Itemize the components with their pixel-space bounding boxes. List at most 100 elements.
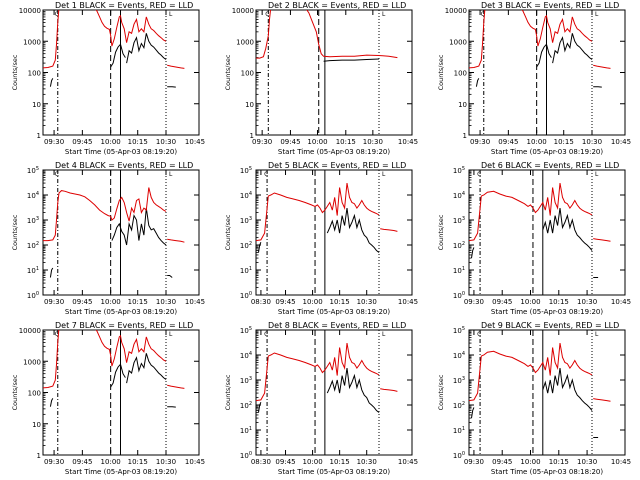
chart-det-1: Det 1 BLACK = Events, RED = LLD 1 10 100 100… (11, 1, 205, 156)
y-tick-label: 100 (240, 291, 252, 300)
x-tick-label: 10:00 (307, 138, 327, 146)
x-tick-label: 10:30 (582, 138, 602, 146)
x-tick-label: 10:30 (363, 138, 383, 146)
y-tick-exponent: 4 (249, 351, 252, 357)
y-tick-label: 10000 (19, 327, 41, 335)
chart-title: Det 5 BLACK = Events, RED = LLD (268, 161, 406, 170)
events-line (126, 33, 167, 64)
lld-line (593, 238, 611, 242)
events-line (552, 33, 593, 64)
y-tick-label: 100 (28, 390, 41, 398)
lld-line (593, 64, 611, 69)
x-tick-label-extra: 10:45 (398, 458, 418, 466)
y-tick-exponent: 0 (249, 291, 252, 297)
y-tick-label: 102 (453, 241, 465, 250)
y-tick-exponent: 4 (462, 191, 465, 197)
y-tick-label: 103 (27, 216, 39, 225)
chart-title: Det 8 BLACK = Events, RED = LLD (268, 321, 406, 330)
y-tick-label: 100 (240, 451, 252, 460)
y-tick-label: 10 (32, 421, 41, 429)
y-tick-label: 101 (240, 426, 252, 435)
x-tick-label: 10:00 (302, 298, 322, 306)
x-tick-label: 10:15 (554, 138, 574, 146)
events-line (258, 242, 262, 253)
y-tick-label: 102 (453, 401, 465, 410)
y-tick-label: 103 (240, 216, 252, 225)
marker-glyph: C (264, 171, 268, 178)
chart-det-7: Det 7 BLACK = Events, RED = LLD 1 10 100 100… (11, 321, 205, 476)
events-line (542, 208, 593, 251)
x-axis-label: Start Time (05-Apr-03 08:19:20) (278, 308, 390, 316)
x-tick-label: 09:30 (252, 138, 272, 146)
y-tick-exponent: 0 (462, 451, 465, 457)
x-tick-label: 09:45 (72, 138, 92, 146)
marker-glyph: C (264, 331, 268, 338)
events-line (323, 58, 380, 62)
chart-det-2: Det 2 BLACK = Events, RED = LLD 1 10 100 100… (224, 1, 418, 156)
y-tick-exponent: 1 (249, 426, 252, 432)
x-tick-label: 10:30 (357, 458, 377, 466)
y-tick-label: 101 (453, 426, 465, 435)
x-tick-label: 10:30 (156, 138, 176, 146)
x-tick-label: 10:30 (577, 298, 597, 306)
x-tick-label: 10:15 (128, 298, 148, 306)
x-axis-label: Start Time (05-Apr-03 08:19:20) (491, 308, 603, 316)
y-tick-label: 103 (240, 376, 252, 385)
lld-line (43, 330, 60, 389)
plot-frame (42, 9, 200, 136)
marker-glyph: C (55, 171, 59, 178)
events-line (167, 275, 173, 278)
y-tick-label: 105 (453, 326, 465, 335)
y-tick-label: 104 (240, 351, 252, 360)
marker-glyph: C (55, 11, 59, 18)
chart-title: Det 7 BLACK = Events, RED = LLD (55, 321, 193, 330)
marker-glyph: L (382, 11, 386, 18)
plot-frame (255, 9, 413, 136)
y-tick-label: 104 (453, 351, 465, 360)
y-tick-label: 100 (27, 291, 39, 300)
y-tick-exponent: 3 (36, 216, 39, 222)
chart-title: Det 3 BLACK = Events, RED = LLD (481, 1, 619, 10)
y-tick-exponent: 2 (36, 241, 39, 247)
chart-det-8: Det 8 BLACK = Events, RED = LLD 100 101 102… (224, 321, 418, 476)
x-axis-label: Start Time (05-Apr-03 08:19:20) (65, 148, 177, 156)
marker-glyph: L (382, 331, 386, 338)
events-line (258, 402, 262, 413)
y-tick-label: 104 (240, 191, 252, 200)
y-tick-exponent: 3 (462, 376, 465, 382)
lld-line (380, 228, 398, 232)
y-tick-label: 104 (27, 191, 39, 200)
x-tick-label: 10:15 (330, 458, 350, 466)
lld-line (593, 398, 611, 402)
events-line (111, 208, 167, 246)
events-line (471, 407, 475, 419)
marker-glyph: L (595, 171, 599, 178)
y-axis-label: Counts/sec (11, 214, 19, 250)
marker-glyph: L (595, 11, 599, 18)
x-tick-label-extra: 10:45 (185, 458, 205, 466)
marker-glyph: C (477, 331, 481, 338)
x-tick-label: 10:30 (357, 298, 377, 306)
y-tick-label: 103 (453, 216, 465, 225)
y-tick-label: 10000 (232, 7, 254, 15)
x-tick-label: 10:30 (156, 458, 176, 466)
y-tick-label: 105 (240, 326, 252, 335)
y-axis-label: Counts/sec (224, 374, 232, 410)
y-tick-label: 102 (240, 401, 252, 410)
events-line (49, 398, 54, 407)
y-tick-label: 10000 (19, 7, 41, 15)
x-tick-label: 10:15 (330, 298, 350, 306)
y-tick-exponent: 2 (249, 401, 252, 407)
y-tick-label: 100 (454, 70, 467, 78)
chart-det-6: Det 6 BLACK = Events, RED = LLD100101102… (437, 161, 631, 316)
y-tick-label: 100 (453, 291, 465, 300)
lld-line (306, 10, 398, 59)
y-tick-label: 105 (27, 166, 39, 175)
y-tick-exponent: 1 (462, 426, 465, 432)
x-tick-label: 10:00 (520, 298, 540, 306)
y-tick-label: 104 (453, 191, 465, 200)
y-tick-exponent: 3 (249, 216, 252, 222)
y-tick-label: 1000 (23, 358, 41, 366)
y-tick-label: 105 (453, 166, 465, 175)
chart-det-9: Det 9 BLACK = Events, RED = LLD100101102… (437, 321, 631, 476)
